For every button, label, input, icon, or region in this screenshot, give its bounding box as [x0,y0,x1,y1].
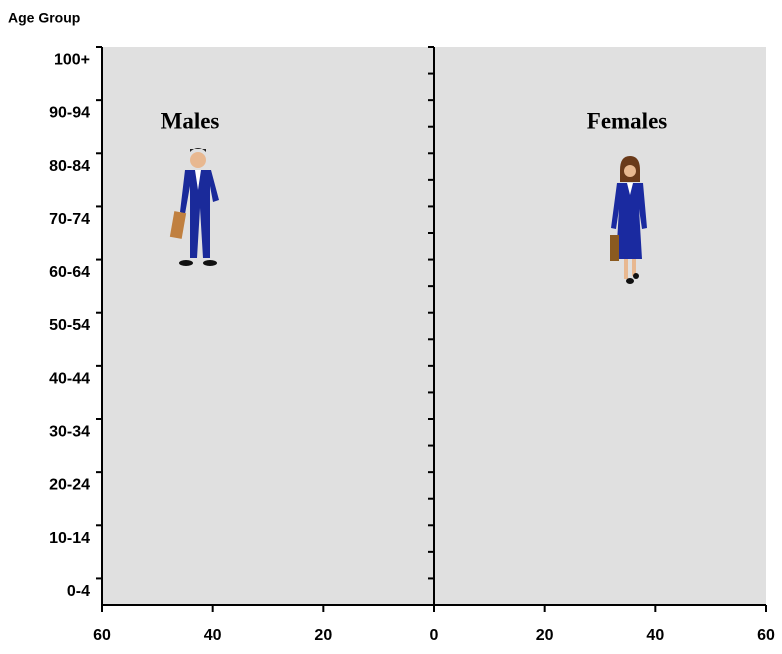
annotation: Females [587,108,668,133]
y-tick-label: 0-4 [67,583,90,600]
x-tick-label: 20 [536,627,554,644]
female-icon [610,156,647,284]
x-tick-label: 40 [204,627,222,644]
y-tick-label: 50-54 [49,317,90,334]
male-icon [169,148,219,266]
y-tick-label: 90-94 [49,105,90,122]
y-tick-label: 10-14 [49,530,90,547]
x-tick-label: 60 [757,627,775,644]
y-tick-label: 30-34 [49,424,90,441]
y-tick-label: 20-24 [49,477,90,494]
y-tick-label: 80-84 [49,158,90,175]
y-tick-label: 100+ [54,52,90,69]
annotation: Males [161,108,220,133]
x-tick-label: 40 [646,627,664,644]
y-axis-label: Age Group [8,10,80,26]
y-tick-label: 60-64 [49,264,90,281]
x-tick-label: 0 [430,627,439,644]
y-tick-label: 70-74 [49,211,90,228]
y-tick-label: 40-44 [49,370,90,387]
x-tick-label: 20 [314,627,332,644]
x-tick-label: 60 [93,627,111,644]
